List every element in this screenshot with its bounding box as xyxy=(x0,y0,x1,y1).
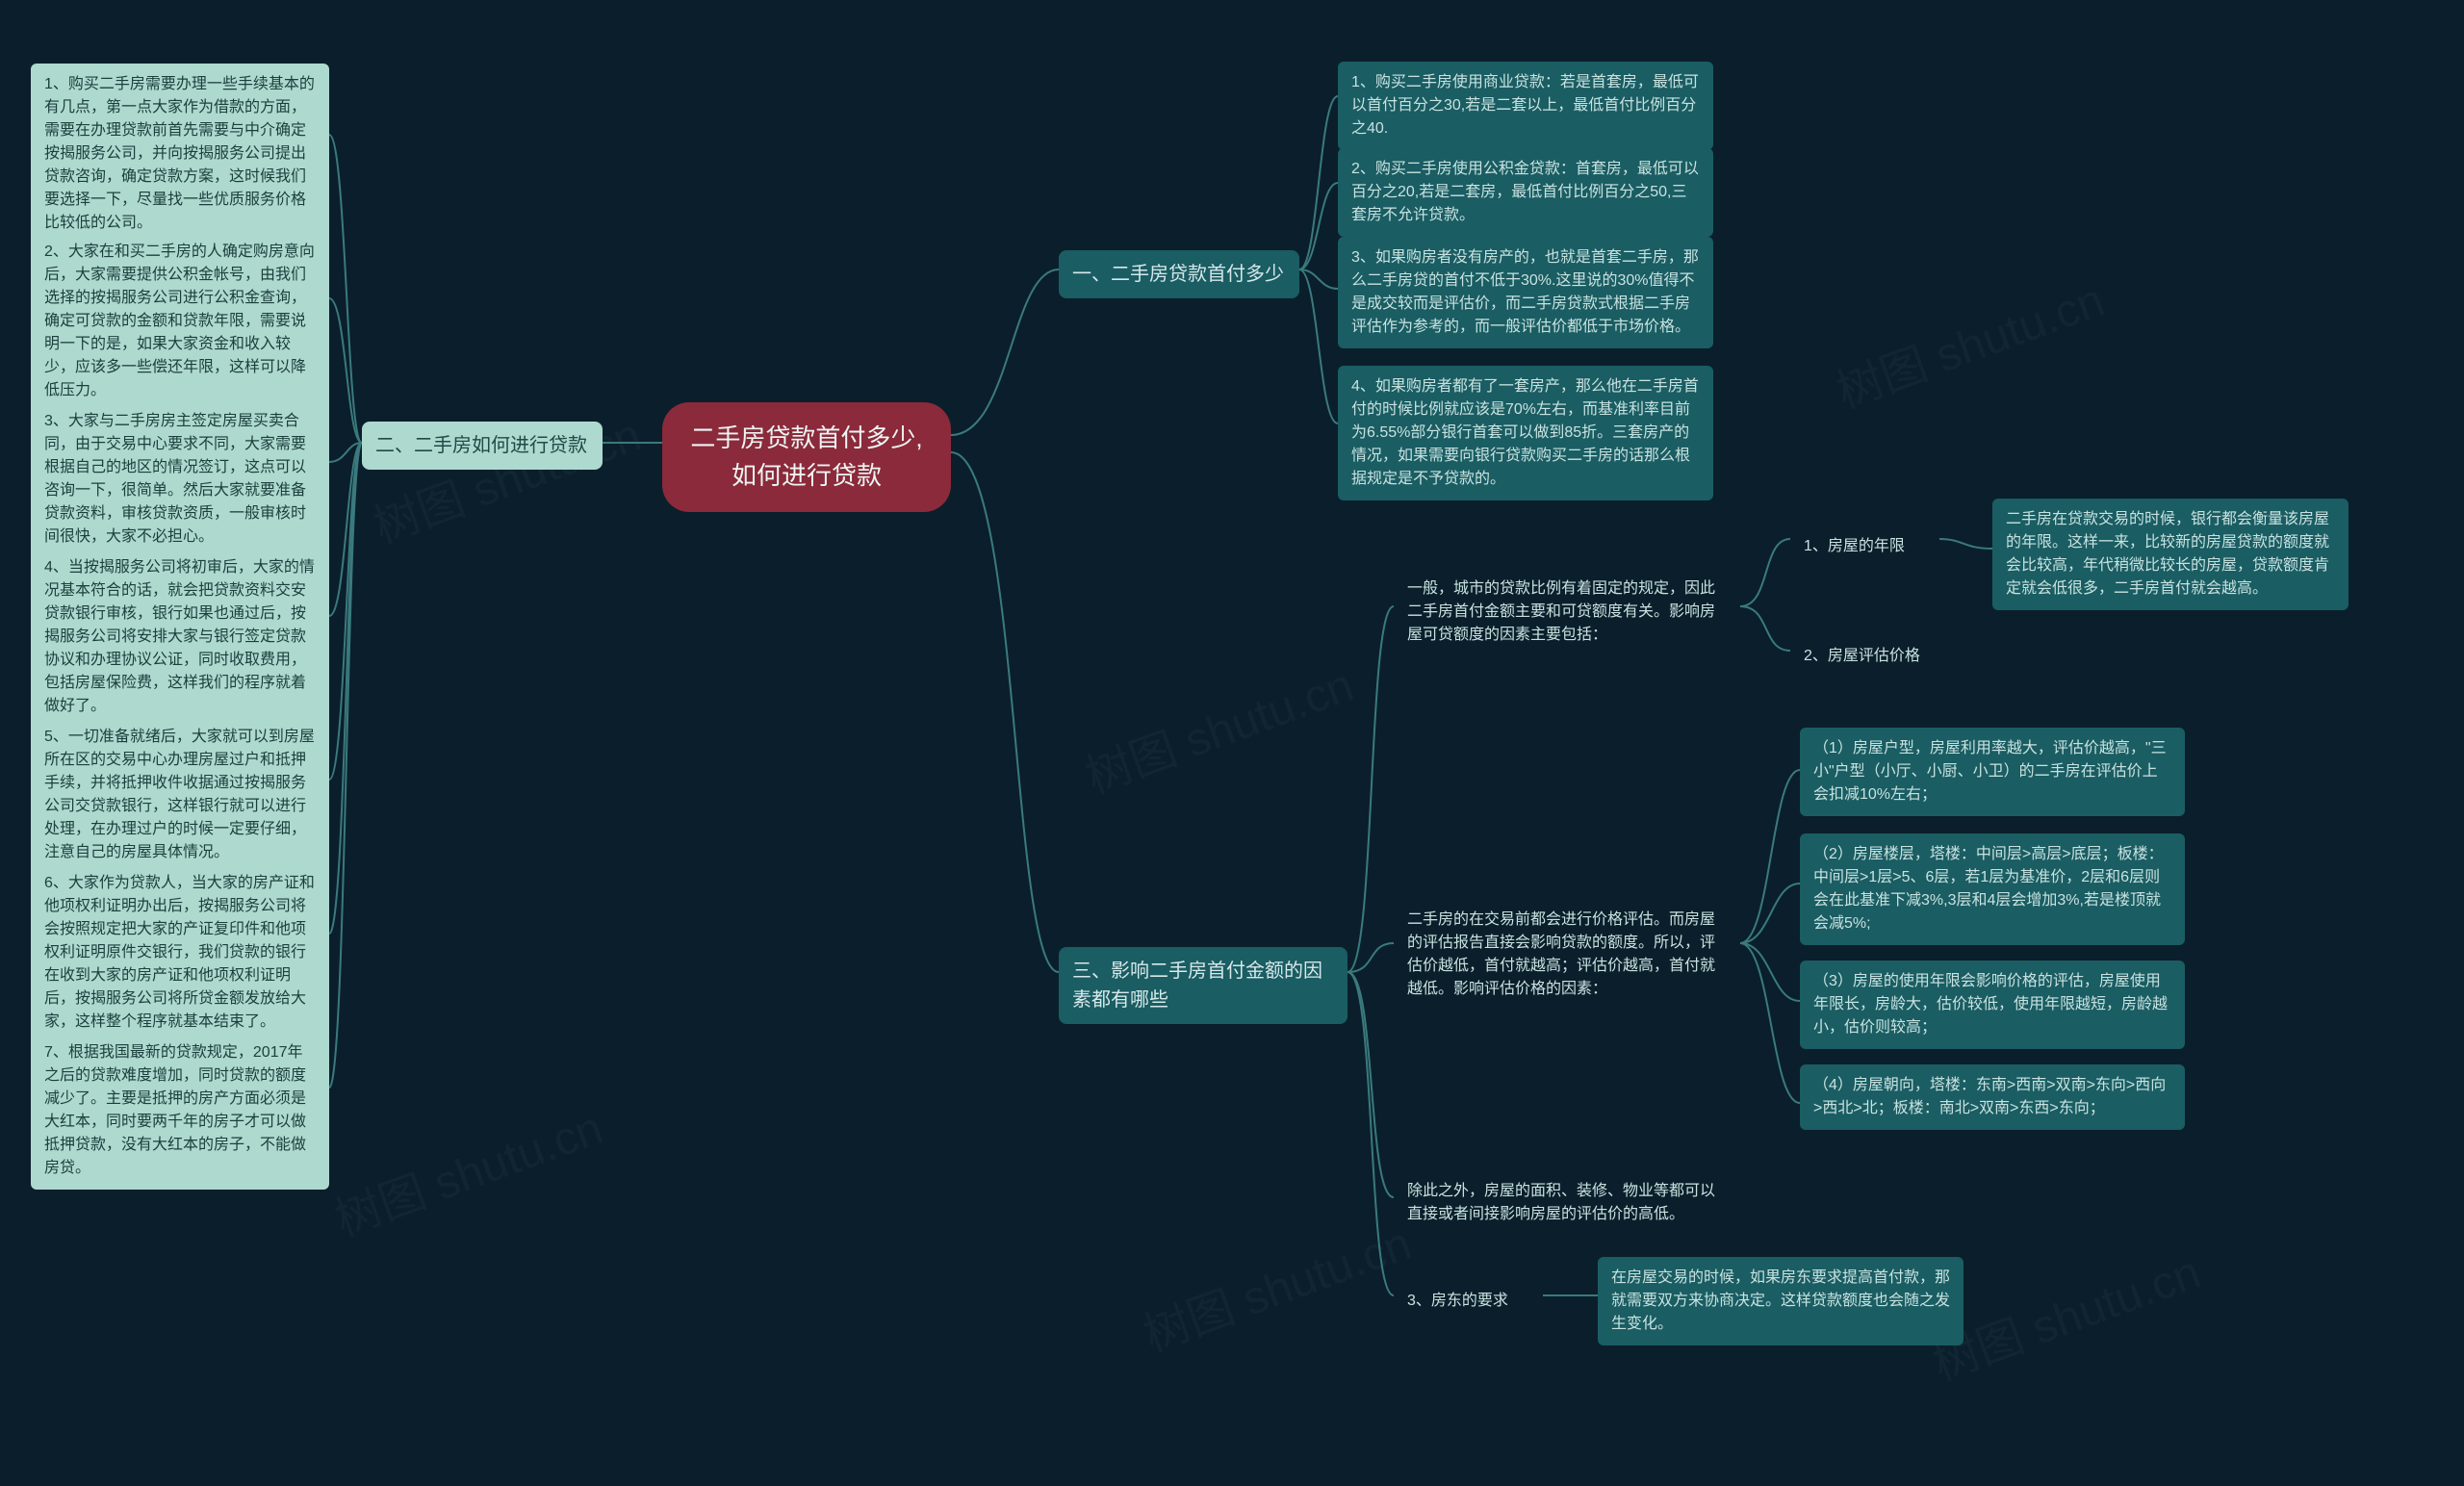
branch2-leaf-3[interactable]: 4、当按揭服务公司将初审后，大家的情况基本符合的话，就会把贷款资料交安贷款银行审… xyxy=(31,547,329,728)
branch3-sub1-child2[interactable]: （3）房屋的使用年限会影响价格的评估，房屋使用年限长，房龄大，估价较低，使用年限… xyxy=(1800,961,2185,1049)
branch3-sub0-child0-note[interactable]: 二手房在贷款交易的时候，银行都会衡量该房屋的年限。这样一来，比较新的房屋贷款的额… xyxy=(1992,499,2348,610)
root-node[interactable]: 二手房贷款首付多少,如何进行贷款 xyxy=(662,402,951,512)
watermark: 树图 shutu.cn xyxy=(1075,647,1361,806)
watermark: 树图 shutu.cn xyxy=(1133,1205,1419,1364)
branch3-sub1-child1[interactable]: （2）房屋楼层，塔楼：中间层>高层>底层；板楼：中间层>1层>5、6层，若1层为… xyxy=(1800,833,2185,945)
branch2-leaf-6[interactable]: 7、根据我国最新的贷款规定，2017年之后的贷款难度增加，同时贷款的额度减少了。… xyxy=(31,1032,329,1190)
branch1-leaf-3[interactable]: 4、如果购房者都有了一套房产，那么他在二手房首付的时候比例就应该是70%左右，而… xyxy=(1338,366,1713,500)
branch3-sub-3[interactable]: 3、房东的要求 xyxy=(1394,1280,1543,1322)
branch2-leaf-5[interactable]: 6、大家作为贷款人，当大家的房产证和他项权利证明办出后，按揭服务公司将会按照规定… xyxy=(31,862,329,1043)
branch2-leaf-0[interactable]: 1、购买二手房需要办理一些手续基本的有几点，第一点大家作为借款的方面，需要在办理… xyxy=(31,64,329,244)
watermark: 树图 shutu.cn xyxy=(1922,1234,2208,1393)
branch3-sub0-child0[interactable]: 1、房屋的年限 xyxy=(1790,525,1939,568)
branch3-sub3-note[interactable]: 在房屋交易的时候，如果房东要求提高首付款，那就需要双方来协商决定。这样贷款额度也… xyxy=(1598,1257,1964,1345)
branch3-sub-1[interactable]: 二手房的在交易前都会进行价格评估。而房屋的评估报告直接会影响贷款的额度。所以，评… xyxy=(1394,899,1740,1011)
branch-2[interactable]: 二、二手房如何进行贷款 xyxy=(362,422,603,470)
branch3-sub1-child3[interactable]: （4）房屋朝向，塔楼：东南>西南>双南>东向>西向>西北>北；板楼：南北>双南>… xyxy=(1800,1064,2185,1130)
branch-3[interactable]: 三、影响二手房首付金额的因素都有哪些 xyxy=(1059,947,1348,1024)
branch1-leaf-1[interactable]: 2、购买二手房使用公积金贷款：首套房，最低可以百分之20,若是二套房，最低首付比… xyxy=(1338,148,1713,237)
branch2-leaf-1[interactable]: 2、大家在和买二手房的人确定购房意向后，大家需要提供公积金帐号，由我们选择的按揭… xyxy=(31,231,329,412)
branch-1[interactable]: 一、二手房贷款首付多少 xyxy=(1059,250,1299,298)
branch3-sub0-child1[interactable]: 2、房屋评估价格 xyxy=(1790,635,1954,678)
branch3-sub-2[interactable]: 除此之外，房屋的面积、装修、物业等都可以直接或者间接影响房屋的评估价的高低。 xyxy=(1394,1170,1740,1236)
branch3-sub-0[interactable]: 一般，城市的贷款比例有着固定的规定，因此二手房首付金额主要和可贷额度有关。影响房… xyxy=(1394,568,1740,656)
watermark: 树图 shutu.cn xyxy=(324,1089,610,1248)
branch1-leaf-0[interactable]: 1、购买二手房使用商业贷款：若是首套房，最低可以首付百分之30,若是二套以上，最… xyxy=(1338,62,1713,150)
watermark: 树图 shutu.cn xyxy=(1826,262,2112,421)
branch2-leaf-4[interactable]: 5、一切准备就绪后，大家就可以到房屋所在区的交易中心办理房屋过户和抵押手续，并将… xyxy=(31,716,329,874)
branch3-sub1-child0[interactable]: （1）房屋户型，房屋利用率越大，评估价越高，"三小"户型（小厅、小厨、小卫）的二… xyxy=(1800,728,2185,816)
branch2-leaf-2[interactable]: 3、大家与二手房房主签定房屋买卖合同，由于交易中心要求不同，大家需要根据自己的地… xyxy=(31,400,329,558)
branch1-leaf-2[interactable]: 3、如果购房者没有房产的，也就是首套二手房，那么二手房贷的首付不低于30%.这里… xyxy=(1338,237,1713,348)
